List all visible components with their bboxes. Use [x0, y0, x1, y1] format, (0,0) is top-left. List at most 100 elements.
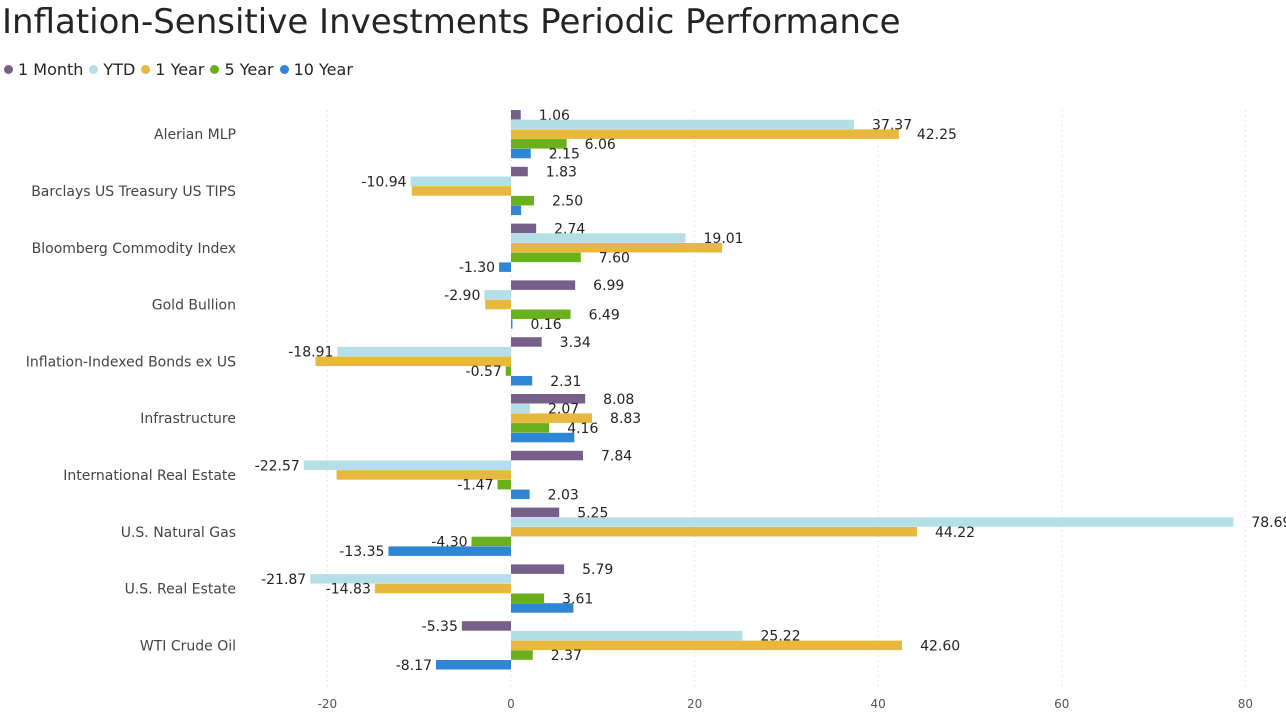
category-label: Gold Bullion	[152, 298, 236, 314]
bar-1-month[interactable]	[511, 564, 565, 574]
bar-5-year[interactable]	[497, 479, 511, 490]
bar-1-year[interactable]	[511, 527, 917, 537]
bar-1-year[interactable]	[374, 583, 511, 594]
bar-5-year[interactable]	[511, 423, 550, 433]
bar-1-month[interactable]	[461, 621, 511, 631]
data-label: 6.49	[589, 307, 620, 323]
legend-label: 5 Year	[224, 59, 274, 79]
bar-1-month[interactable]	[511, 110, 521, 120]
category-label: Inflation-Indexed Bonds ex US	[26, 354, 236, 370]
data-label: -5.35	[422, 619, 458, 635]
x-tick-label: -20	[318, 697, 338, 711]
bar-5-year[interactable]	[511, 195, 534, 206]
data-label: -14.83	[326, 582, 371, 598]
bar-5-year[interactable]	[505, 366, 511, 376]
data-label: 5.79	[582, 562, 613, 578]
bar-1-year[interactable]	[511, 413, 593, 423]
bar-10-year[interactable]	[511, 319, 513, 329]
bar-5-year[interactable]	[511, 309, 571, 320]
bar-1-year[interactable]	[511, 243, 723, 253]
data-label: -1.30	[459, 260, 495, 276]
data-label: 2.31	[550, 374, 581, 390]
bar-1-month[interactable]	[511, 450, 583, 461]
bar-1-year[interactable]	[511, 640, 903, 651]
category-label: U.S. Real Estate	[125, 582, 236, 598]
x-tick-label: 60	[1054, 697, 1069, 711]
legend-label: 1 Month	[18, 59, 84, 79]
bar-10-year[interactable]	[499, 262, 511, 272]
bar-10-year[interactable]	[511, 432, 575, 443]
category-label: International Real Estate	[63, 468, 236, 484]
data-label: 44.22	[935, 525, 975, 541]
data-label: 6.06	[585, 137, 616, 153]
bar-1-year[interactable]	[485, 299, 511, 310]
bar-1-month[interactable]	[511, 166, 528, 177]
data-label: 42.60	[920, 638, 960, 654]
bar-1-month[interactable]	[511, 507, 560, 518]
bar-10-year[interactable]	[511, 489, 530, 500]
bar-ytd[interactable]	[511, 630, 743, 641]
data-label: -2.90	[444, 288, 480, 304]
data-label: 2.50	[552, 194, 583, 210]
data-label: -13.35	[339, 544, 384, 560]
data-label: 3.34	[560, 335, 591, 351]
data-label: 6.99	[593, 278, 624, 294]
bar-ytd[interactable]	[511, 233, 686, 243]
legend-dot-icon	[89, 64, 99, 74]
bar-ytd[interactable]	[511, 517, 1234, 527]
bar-ytd[interactable]	[484, 290, 511, 300]
bar-ytd[interactable]	[410, 176, 511, 187]
legend-item-10-year[interactable]: 10 Year	[279, 60, 353, 79]
legend-item-1-year[interactable]: 1 Year	[141, 60, 204, 79]
bar-5-year[interactable]	[511, 139, 567, 149]
bar-5-year[interactable]	[511, 650, 533, 660]
bar-5-year[interactable]	[471, 536, 511, 547]
data-label: 2.37	[551, 648, 582, 664]
chart-legend: 1 Month YTD 1 Year 5 Year 10 Year	[4, 58, 359, 80]
bar-10-year[interactable]	[435, 660, 511, 670]
data-label: 8.08	[603, 392, 634, 408]
x-tick-label: 40	[871, 697, 886, 711]
data-label: 1.83	[546, 165, 577, 181]
data-label: 8.83	[610, 411, 641, 427]
bar-10-year[interactable]	[511, 148, 531, 159]
bar-5-year[interactable]	[511, 593, 545, 604]
bar-10-year[interactable]	[511, 603, 574, 613]
bar-ytd[interactable]	[511, 119, 855, 130]
data-label: 7.60	[599, 250, 630, 266]
legend-dot-icon	[210, 64, 220, 74]
legend-item-5-year[interactable]: 5 Year	[210, 59, 274, 79]
category-label: Bloomberg Commodity Index	[32, 241, 236, 257]
bar-1-month[interactable]	[511, 394, 586, 404]
bar-1-year[interactable]	[336, 470, 511, 480]
data-label: -21.87	[261, 572, 306, 588]
bar-ytd[interactable]	[310, 574, 511, 584]
legend-label: YTD	[103, 59, 136, 79]
legend-dot-icon	[141, 64, 151, 74]
data-label: 7.84	[601, 449, 632, 465]
data-label: 0.16	[530, 317, 561, 333]
bar-10-year[interactable]	[388, 546, 511, 556]
data-label: 4.16	[567, 421, 598, 437]
x-tick-label: 0	[507, 697, 515, 711]
bar-ytd[interactable]	[303, 460, 511, 471]
data-label: -0.57	[466, 364, 502, 380]
bar-1-month[interactable]	[511, 280, 576, 290]
category-label: WTI Crude Oil	[140, 638, 236, 654]
bar-1-year[interactable]	[411, 186, 511, 196]
bar-10-year[interactable]	[511, 205, 522, 216]
data-label: 42.25	[917, 127, 957, 143]
bar-10-year[interactable]	[511, 376, 533, 386]
legend-item-1-month[interactable]: 1 Month	[4, 60, 83, 79]
bar-5-year[interactable]	[511, 252, 581, 263]
bar-ytd[interactable]	[511, 403, 531, 414]
bar-ytd[interactable]	[337, 346, 511, 357]
legend-item-ytd[interactable]: YTD	[89, 60, 135, 79]
bar-1-month[interactable]	[511, 223, 537, 234]
bar-1-year[interactable]	[315, 356, 511, 367]
legend-dot-icon	[4, 64, 13, 74]
category-label: Barclays US Treasury US TIPS	[31, 184, 236, 200]
bar-1-month[interactable]	[511, 337, 542, 347]
bar-1-year[interactable]	[511, 129, 899, 139]
